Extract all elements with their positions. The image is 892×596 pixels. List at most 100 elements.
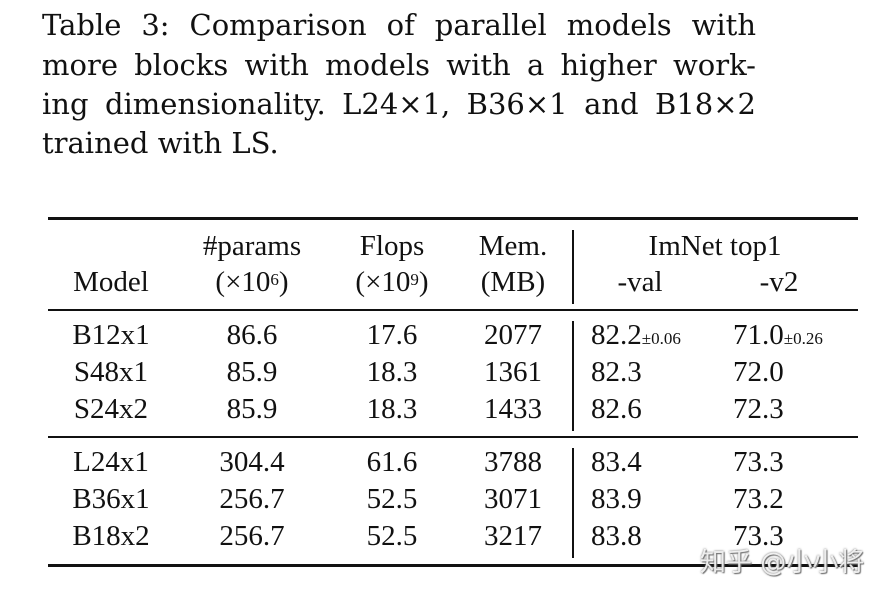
cell-value: 3217 bbox=[484, 520, 542, 552]
cell-value: 61.6 bbox=[366, 446, 418, 478]
cell-val: 83.8 bbox=[591, 519, 642, 553]
cell-params: 85.9 bbox=[227, 392, 278, 426]
cell-val: 83.9 bbox=[591, 482, 642, 516]
unit-text: (×10 bbox=[215, 266, 271, 298]
cell-value: 3788 bbox=[484, 446, 542, 478]
unit-exponent: 6 bbox=[270, 270, 279, 289]
cell-val: 82.3 bbox=[591, 355, 642, 389]
cell-model: B36x1 bbox=[72, 482, 149, 516]
cell-mem: 1433 bbox=[484, 392, 542, 426]
cell-value: 72.0 bbox=[733, 356, 784, 388]
cell-params: 304.4 bbox=[219, 445, 284, 479]
header-mem-unit: (MB) bbox=[480, 266, 546, 298]
cell-value: B12x1 bbox=[72, 319, 150, 351]
cell-value: 18.3 bbox=[366, 356, 418, 388]
cell-value: 17.6 bbox=[366, 319, 418, 351]
cell-value: 18.3 bbox=[366, 393, 418, 425]
cell-value: 3071 bbox=[484, 483, 542, 515]
cell-model: S48x1 bbox=[74, 355, 148, 389]
cell-value: 82.6 bbox=[591, 393, 642, 425]
cell-model: B18x2 bbox=[72, 519, 149, 553]
column-divider bbox=[572, 321, 574, 431]
top-rule bbox=[48, 217, 858, 220]
column-divider bbox=[572, 448, 574, 558]
cell-model: L24x1 bbox=[73, 445, 149, 479]
caption-line: ing dimensionality. L24×1, B36×1 and B18… bbox=[42, 87, 756, 121]
cell-value: 82.2 bbox=[591, 319, 642, 351]
std-dev: ±0.06 bbox=[641, 329, 681, 348]
bottom-rule bbox=[48, 564, 858, 567]
unit-text: (×10 bbox=[355, 266, 411, 298]
cell-flops: 17.6 bbox=[367, 318, 418, 352]
cell-flops: 52.5 bbox=[367, 482, 418, 516]
cell-value: B36x1 bbox=[72, 483, 150, 515]
cell-mem: 1361 bbox=[484, 355, 542, 389]
cell-val: 82.2±0.06 bbox=[591, 318, 681, 356]
cell-value: 86.6 bbox=[226, 319, 278, 351]
cell-value: 83.8 bbox=[591, 520, 642, 552]
cell-v2: 72.0 bbox=[733, 355, 784, 389]
cell-v2: 73.3 bbox=[733, 445, 784, 479]
cell-value: L24x1 bbox=[73, 446, 149, 478]
header-mem: Mem. bbox=[478, 230, 548, 262]
cell-value: S48x1 bbox=[73, 356, 149, 388]
cell-value: 83.4 bbox=[591, 446, 642, 478]
cell-value: 73.3 bbox=[733, 446, 784, 478]
cell-flops: 18.3 bbox=[367, 392, 418, 426]
cell-value: 1361 bbox=[484, 356, 542, 388]
cell-params: 85.9 bbox=[227, 355, 278, 389]
cell-value: 256.7 bbox=[219, 520, 285, 552]
cell-val: 82.6 bbox=[591, 392, 642, 426]
header-v2: -v2 bbox=[759, 266, 799, 298]
cell-model: B12x1 bbox=[72, 318, 149, 352]
header-imnet: ImNet top1 bbox=[648, 230, 782, 262]
cell-params: 256.7 bbox=[219, 482, 284, 516]
cell-value: 2077 bbox=[484, 319, 542, 351]
cell-mem: 3217 bbox=[484, 519, 542, 553]
cell-value: 304.4 bbox=[219, 446, 285, 478]
header-val: -val bbox=[617, 266, 663, 298]
cell-value: 82.3 bbox=[591, 356, 642, 388]
cell-mem: 3071 bbox=[484, 482, 542, 516]
caption-line: trained with LS. bbox=[42, 126, 279, 160]
group-rule bbox=[48, 436, 858, 438]
header-model: Model bbox=[73, 266, 149, 298]
cell-flops: 61.6 bbox=[367, 445, 418, 479]
cell-mem: 2077 bbox=[484, 318, 542, 352]
cell-params: 86.6 bbox=[227, 318, 278, 352]
cell-v2: 71.0±0.26 bbox=[733, 318, 823, 356]
cell-flops: 52.5 bbox=[367, 519, 418, 553]
cell-flops: 18.3 bbox=[367, 355, 418, 389]
watermark: 知乎 @小小将 bbox=[700, 548, 865, 578]
cell-model: S24x2 bbox=[74, 392, 148, 426]
unit-text: ) bbox=[278, 266, 289, 298]
unit-text: ) bbox=[418, 266, 429, 298]
cell-value: 85.9 bbox=[226, 393, 278, 425]
cell-value: 73.2 bbox=[733, 483, 784, 515]
cell-value: 256.7 bbox=[219, 483, 285, 515]
cell-value: S24x2 bbox=[73, 393, 149, 425]
cell-val: 83.4 bbox=[591, 445, 642, 479]
cell-v2: 73.2 bbox=[733, 482, 784, 516]
cell-params: 256.7 bbox=[219, 519, 284, 553]
cell-value: 73.3 bbox=[733, 520, 784, 552]
header-params-unit: (×106) bbox=[215, 265, 288, 299]
cell-value: 72.3 bbox=[733, 393, 784, 425]
cell-mem: 3788 bbox=[484, 445, 542, 479]
cell-value: 1433 bbox=[484, 393, 542, 425]
std-dev: ±0.26 bbox=[783, 329, 823, 348]
cell-value: 83.9 bbox=[591, 483, 642, 515]
cell-value: 85.9 bbox=[226, 356, 278, 388]
column-divider bbox=[572, 230, 574, 304]
header-rule bbox=[48, 309, 858, 311]
cell-value: 71.0 bbox=[733, 319, 784, 351]
caption-line: Table 3: Comparison of parallel models w… bbox=[42, 8, 756, 42]
cell-v2: 72.3 bbox=[733, 392, 784, 426]
cell-value: 52.5 bbox=[366, 483, 418, 515]
cell-v2: 73.3 bbox=[733, 519, 784, 553]
caption-line: more blocks with models with a higher wo… bbox=[42, 48, 756, 82]
header-flops: Flops bbox=[359, 230, 425, 262]
header-flops-unit: (×109) bbox=[355, 265, 428, 299]
cell-value: B18x2 bbox=[72, 520, 150, 552]
